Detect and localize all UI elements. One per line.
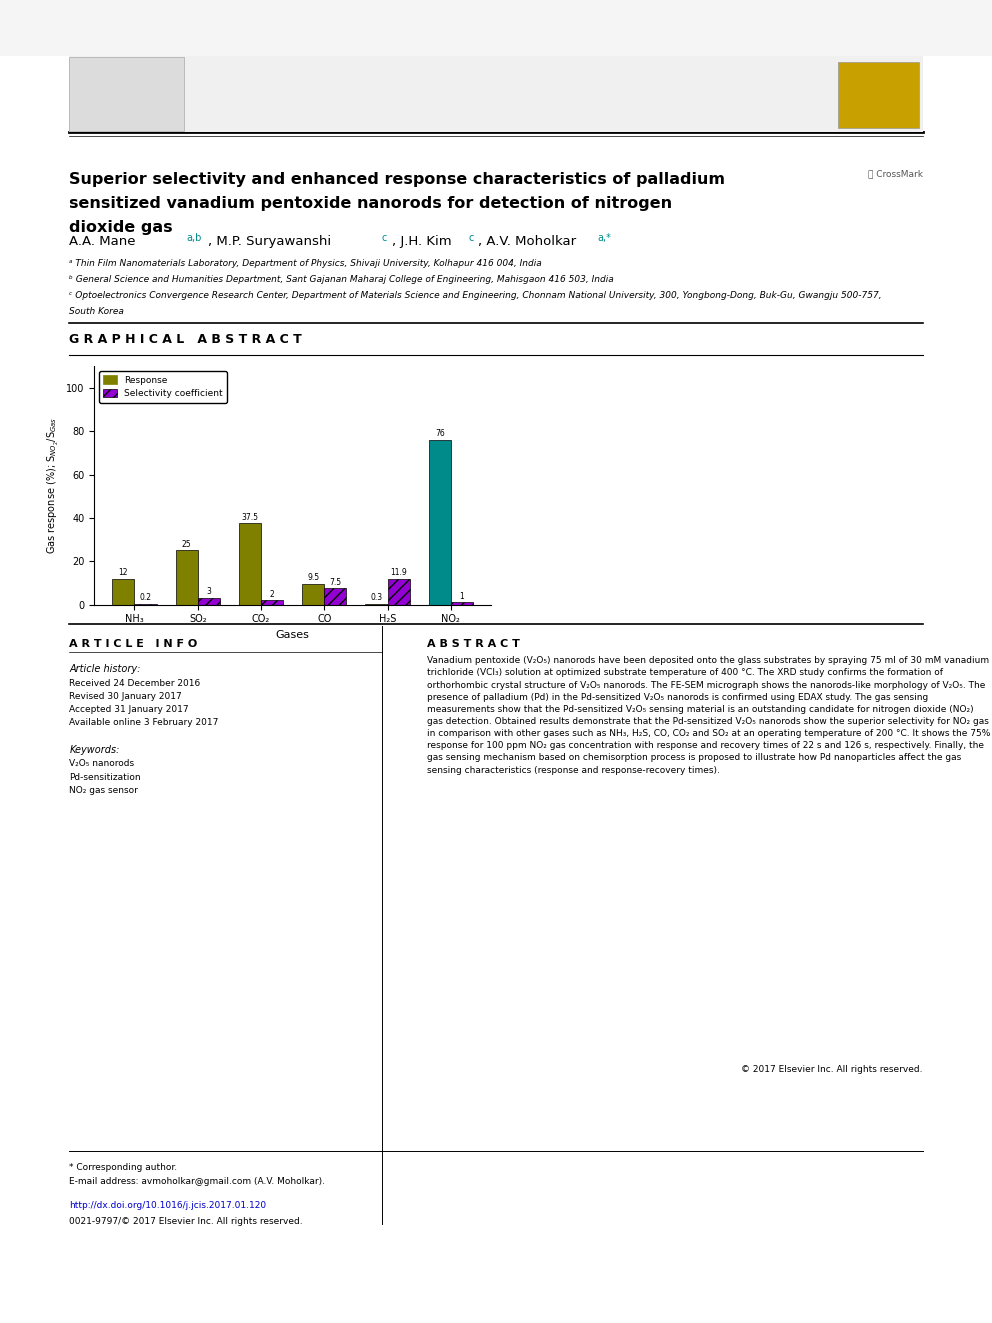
Text: a,b: a,b — [186, 233, 201, 243]
Text: 37.5: 37.5 — [241, 513, 259, 521]
Bar — [176, 550, 197, 605]
Text: A B S T R A C T: A B S T R A C T — [427, 639, 520, 650]
Text: Contents lists available at ScienceDirect: Contents lists available at ScienceDirec… — [391, 67, 601, 78]
Text: 0.3: 0.3 — [370, 593, 383, 602]
Text: V₂O₅ nanorods: V₂O₅ nanorods — [69, 759, 135, 769]
Text: 2: 2 — [270, 590, 275, 598]
Text: 0.2: 0.2 — [140, 594, 152, 602]
Y-axis label: Gas response (%); S$_{NO_2}$/S$_{Gas}$: Gas response (%); S$_{NO_2}$/S$_{Gas}$ — [46, 417, 61, 554]
Text: © 2017 Elsevier Inc. All rights reserved.: © 2017 Elsevier Inc. All rights reserved… — [741, 1065, 923, 1074]
Text: A.A. Mane: A.A. Mane — [69, 235, 136, 249]
Text: , A.V. Moholkar: , A.V. Moholkar — [478, 235, 576, 249]
Text: Revised 30 January 2017: Revised 30 January 2017 — [69, 692, 183, 701]
Text: 0021-9797/© 2017 Elsevier Inc. All rights reserved.: 0021-9797/© 2017 Elsevier Inc. All right… — [69, 1217, 304, 1226]
Text: dioxide gas: dioxide gas — [69, 220, 173, 234]
Text: * Corresponding author.: * Corresponding author. — [69, 1163, 178, 1172]
Bar — [388, 579, 410, 605]
Bar — [112, 578, 135, 605]
Text: ELSEVIER: ELSEVIER — [106, 90, 146, 98]
Text: c: c — [382, 233, 387, 243]
Text: A R T I C L E   I N F O: A R T I C L E I N F O — [69, 639, 197, 650]
Text: ᵃ Thin Film Nanomaterials Laboratory, Department of Physics, Shivaji University,: ᵃ Thin Film Nanomaterials Laboratory, De… — [69, 259, 543, 269]
Bar — [239, 524, 261, 605]
Text: Received 24 December 2016: Received 24 December 2016 — [69, 679, 200, 688]
Text: 9.5: 9.5 — [308, 573, 319, 582]
Text: sensitized vanadium pentoxide nanorods for detection of nitrogen: sensitized vanadium pentoxide nanorods f… — [69, 196, 673, 210]
Text: NO₂ gas sensor: NO₂ gas sensor — [69, 786, 138, 795]
Bar — [429, 441, 450, 605]
Bar — [450, 602, 473, 605]
Bar — [324, 589, 346, 605]
Text: http://dx.doi.org/10.1016/j.jcis.2017.01.120: http://dx.doi.org/10.1016/j.jcis.2017.01… — [69, 1201, 267, 1211]
Text: Article history:: Article history: — [69, 664, 141, 675]
Text: Pd-sensitization: Pd-sensitization — [69, 773, 141, 782]
Text: South Korea: South Korea — [69, 307, 124, 316]
Text: 12: 12 — [119, 568, 128, 577]
Text: ᵇ General Science and Humanities Department, Sant Gajanan Maharaj College of Eng: ᵇ General Science and Humanities Departm… — [69, 275, 614, 284]
Text: 11.9: 11.9 — [390, 568, 407, 577]
Text: 76: 76 — [434, 430, 444, 438]
Text: , J.H. Kim: , J.H. Kim — [392, 235, 451, 249]
Bar — [303, 583, 324, 605]
Text: Journal of Colloid and Interface Science: Journal of Colloid and Interface Science — [298, 86, 694, 105]
Text: E-mail address: avmoholkar@gmail.com (A.V. Moholkar).: E-mail address: avmoholkar@gmail.com (A.… — [69, 1177, 325, 1187]
Text: a,*: a,* — [597, 233, 611, 243]
Text: 25: 25 — [182, 540, 191, 549]
Bar — [197, 598, 220, 605]
Text: Keywords:: Keywords: — [69, 745, 120, 755]
Text: Accepted 31 January 2017: Accepted 31 January 2017 — [69, 705, 189, 714]
Text: Available online 3 February 2017: Available online 3 February 2017 — [69, 718, 219, 728]
Text: ᶜ Optoelectronics Convergence Research Center, Department of Materials Science a: ᶜ Optoelectronics Convergence Research C… — [69, 291, 882, 300]
Text: 1: 1 — [459, 591, 464, 601]
Text: Ⓢ CrossMark: Ⓢ CrossMark — [868, 169, 923, 179]
Text: 7.5: 7.5 — [329, 578, 341, 586]
Bar — [261, 601, 283, 605]
Text: Vanadium pentoxide (V₂O₅) nanorods have been deposited onto the glass substrates: Vanadium pentoxide (V₂O₅) nanorods have … — [427, 656, 990, 774]
Text: 3: 3 — [206, 587, 211, 597]
X-axis label: Gases: Gases — [276, 630, 310, 640]
Text: Superior selectivity and enhanced response characteristics of palladium: Superior selectivity and enhanced respon… — [69, 172, 725, 187]
Text: c: c — [468, 233, 473, 243]
Text: journal homepage: www.elsevier.com/locate/jcis: journal homepage: www.elsevier.com/locat… — [379, 111, 613, 122]
Legend: Response, Selectivity coefficient: Response, Selectivity coefficient — [99, 370, 227, 402]
Text: Journal of Colloid and Interface Science 495 (2017) 53–60: Journal of Colloid and Interface Science… — [355, 24, 637, 34]
Text: , M.P. Suryawanshi: , M.P. Suryawanshi — [208, 235, 331, 249]
Text: G R A P H I C A L   A B S T R A C T: G R A P H I C A L A B S T R A C T — [69, 333, 303, 347]
